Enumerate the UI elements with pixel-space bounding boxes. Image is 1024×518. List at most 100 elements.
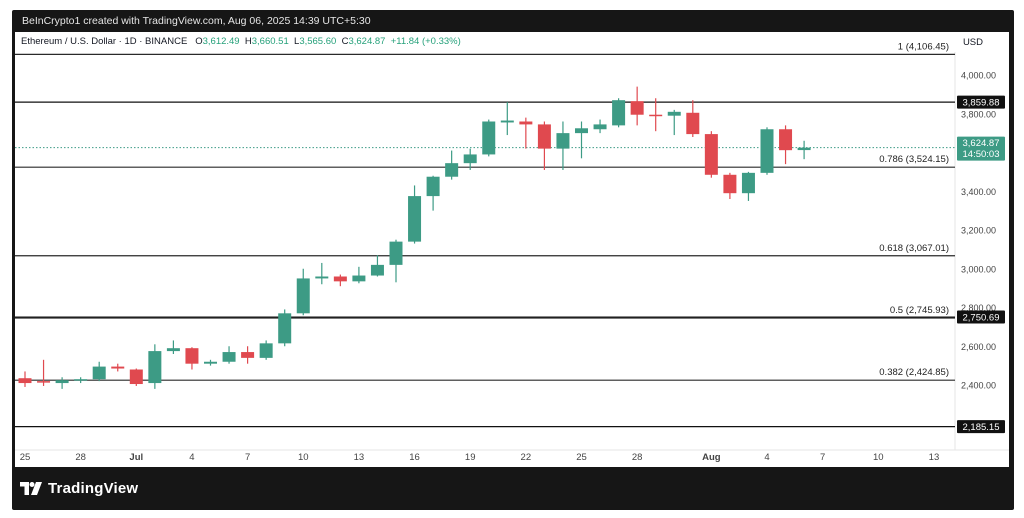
price-level-tag [957, 420, 1005, 434]
low-value: 3,565.60 [299, 36, 337, 47]
candle-body [426, 176, 440, 197]
y-tick-label: 4,000.00 [961, 71, 996, 81]
last-price-value: 3,624.87 [963, 138, 1000, 149]
candle-body [630, 101, 644, 115]
candle-body [148, 351, 162, 384]
last-price-countdown: 14:50:03 [963, 149, 1000, 160]
last-price-tag [957, 136, 1005, 161]
x-tick-label: 25 [20, 452, 31, 463]
x-tick-label: 7 [820, 452, 825, 463]
y-tick-label: 2,600.00 [961, 342, 996, 352]
candle-body [370, 264, 384, 276]
x-tick-label: Aug [702, 452, 721, 463]
candle-body [537, 124, 551, 149]
candle-body [741, 172, 755, 194]
x-tick-label: 13 [354, 452, 365, 463]
y-tick-label: 3,400.00 [961, 187, 996, 197]
fib-level-label: 0.5 (2,745.93) [890, 305, 949, 316]
candle-body [389, 241, 403, 265]
low-label: L [294, 36, 300, 47]
high-value: 3,660.51 [251, 36, 289, 47]
y-tick-label: 2,800.00 [961, 303, 996, 313]
x-tick-label: 10 [298, 452, 309, 463]
x-tick-label: 7 [245, 452, 250, 463]
candle-body [779, 129, 793, 151]
candle-body [204, 361, 217, 364]
price-level-tag-label: 2,750.69 [963, 313, 1000, 324]
tradingview-logo-icon [20, 482, 42, 495]
candle-body [797, 147, 811, 151]
candle-body [296, 278, 310, 314]
candle-body [278, 313, 292, 344]
candle-body [408, 196, 422, 242]
candle-body [37, 381, 51, 383]
x-tick-label: 13 [929, 452, 940, 463]
candle-body [241, 352, 255, 358]
close-value: 3,624.87 [348, 36, 386, 47]
candle-body [463, 154, 477, 164]
open-value: 3,612.49 [202, 36, 240, 47]
chart-legend: Ethereum / U.S. Dollar · 1D · BINANCE O3… [21, 36, 461, 47]
candle-body [74, 379, 88, 381]
fib-level-label: 0.618 (3,067.01) [879, 243, 949, 254]
chart-panel[interactable]: 2,400.00 2,600.00 2,800.00 3,000.00 3,200.00… [15, 32, 1009, 467]
candle-body [352, 275, 366, 282]
candle-body [111, 366, 125, 369]
x-tick-label: Jul [129, 452, 143, 463]
fib-level-label: 1 (4,106.45) [898, 41, 949, 52]
currency-label[interactable]: USD [962, 37, 983, 48]
candle-body [612, 100, 626, 126]
candle-body [482, 121, 496, 155]
y-tick-label: 3,800.00 [961, 109, 996, 119]
close-label: C [341, 36, 349, 47]
x-tick-label: 19 [465, 452, 476, 463]
candle-body [649, 114, 663, 117]
tradingview-logo[interactable]: TradingView [20, 480, 138, 497]
price-level-tag [957, 310, 1005, 324]
change-value: +11.84 (+0.33%) [390, 36, 461, 47]
x-tick-label: 4 [764, 452, 769, 463]
candle-body [55, 380, 69, 384]
candle-body [500, 120, 514, 123]
fib-level-label: 0.786 (3,524.15) [879, 154, 949, 165]
candle-body [166, 348, 180, 352]
candle-body [222, 352, 236, 362]
candle-body [129, 369, 143, 385]
candle-body [556, 133, 570, 149]
open-label: O [195, 36, 203, 47]
candle-body [686, 112, 700, 135]
brand-name: TradingView [48, 480, 139, 497]
high-label: H [244, 36, 252, 47]
price-level-tag-label: 3,859.88 [963, 98, 1000, 109]
price-level-tag [957, 95, 1005, 109]
candle-body [723, 174, 737, 194]
price-chart[interactable]: 2,400.00 2,600.00 2,800.00 3,000.00 3,200.00… [15, 32, 1009, 467]
candle-body [593, 124, 607, 130]
attribution-bar: BeInCrypto1 created with TradingView.com… [12, 10, 1014, 32]
attribution-text: BeInCrypto1 created with TradingView.com… [22, 15, 371, 27]
x-tick-label: 16 [409, 452, 420, 463]
x-tick-label: 22 [521, 452, 532, 463]
candle-body [445, 163, 459, 177]
x-tick-label: 28 [632, 452, 643, 463]
candle-body [575, 128, 588, 134]
symbol-name[interactable]: Ethereum / U.S. Dollar · 1D · BINANCE [21, 36, 188, 47]
price-level-tag-label: 2,185.15 [963, 422, 1000, 433]
x-tick-label: 28 [75, 452, 86, 463]
candle-body [18, 378, 32, 384]
candle-body [760, 129, 774, 173]
candle-body [315, 276, 329, 279]
footer-bar: TradingView [12, 468, 1014, 510]
y-tick-label: 2,400.00 [961, 381, 996, 391]
candle-body [519, 121, 533, 125]
y-tick-label: 3,200.00 [961, 226, 996, 236]
fib-level-label: 0.382 (2,424.85) [879, 367, 949, 378]
x-tick-label: 25 [576, 452, 587, 463]
candle-body [259, 343, 273, 358]
candle-body [92, 366, 106, 380]
candle-body [667, 111, 681, 116]
candle-body [333, 276, 347, 282]
candle-body [704, 134, 718, 175]
y-tick-label: 3,000.00 [961, 264, 996, 274]
x-tick-label: 4 [189, 452, 194, 463]
